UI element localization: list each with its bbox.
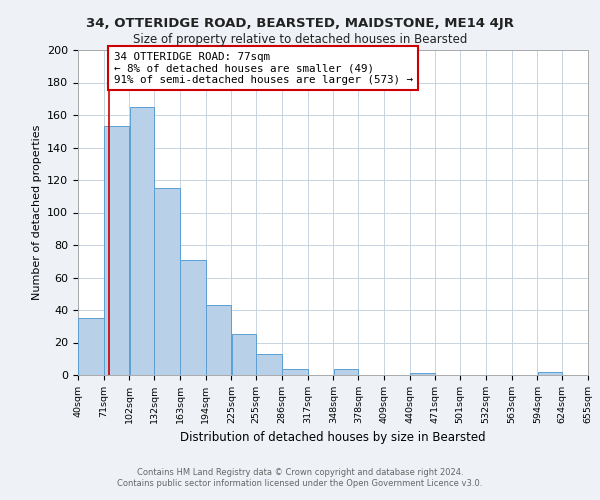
- Bar: [78, 318, 104, 375]
- Text: Contains HM Land Registry data © Crown copyright and database right 2024.
Contai: Contains HM Land Registry data © Crown c…: [118, 468, 482, 487]
- Bar: [334, 368, 358, 375]
- Bar: [130, 107, 154, 375]
- Y-axis label: Number of detached properties: Number of detached properties: [32, 125, 41, 300]
- Bar: [180, 260, 206, 375]
- Bar: [410, 374, 435, 375]
- Text: 34 OTTERIDGE ROAD: 77sqm
← 8% of detached houses are smaller (49)
91% of semi-de: 34 OTTERIDGE ROAD: 77sqm ← 8% of detache…: [113, 52, 413, 85]
- Bar: [206, 305, 231, 375]
- Bar: [256, 354, 282, 375]
- X-axis label: Distribution of detached houses by size in Bearsted: Distribution of detached houses by size …: [180, 432, 486, 444]
- Bar: [232, 334, 256, 375]
- Bar: [154, 188, 180, 375]
- Bar: [104, 126, 129, 375]
- Text: Size of property relative to detached houses in Bearsted: Size of property relative to detached ho…: [133, 32, 467, 46]
- Bar: [282, 368, 308, 375]
- Bar: [538, 372, 562, 375]
- Text: 34, OTTERIDGE ROAD, BEARSTED, MAIDSTONE, ME14 4JR: 34, OTTERIDGE ROAD, BEARSTED, MAIDSTONE,…: [86, 18, 514, 30]
